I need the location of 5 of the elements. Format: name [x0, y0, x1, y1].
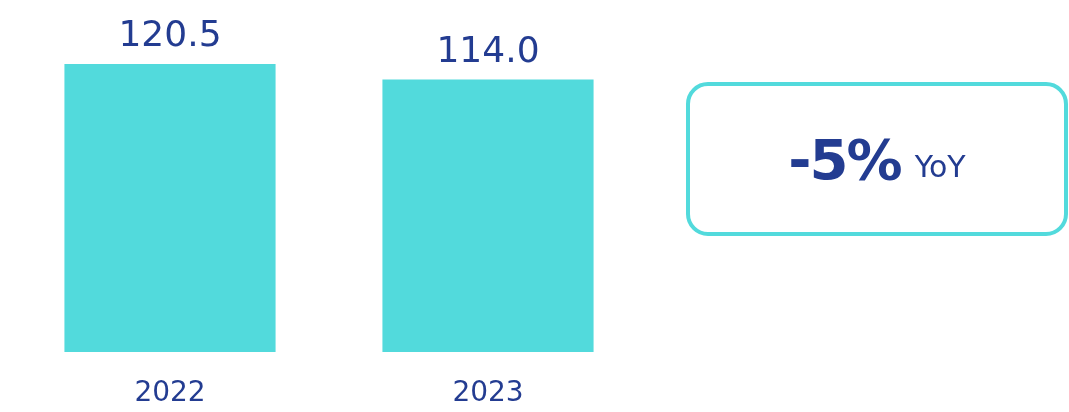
data-label: 120.5	[118, 13, 222, 54]
x-tick-label: 2023	[452, 374, 524, 408]
x-tick-label: 2022	[134, 374, 206, 408]
data-label: 114.0	[436, 28, 540, 70]
text: -5% YoY	[788, 126, 966, 192]
